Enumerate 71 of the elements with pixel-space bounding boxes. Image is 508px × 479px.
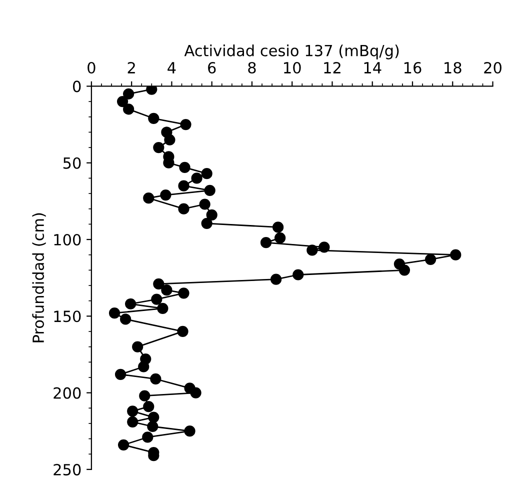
y-tick-label: 150 — [54, 310, 81, 322]
point — [191, 172, 202, 184]
point — [150, 373, 162, 385]
point — [318, 242, 330, 253]
point — [180, 118, 192, 130]
point — [138, 361, 150, 372]
point — [164, 134, 176, 146]
point — [184, 426, 196, 437]
point — [201, 168, 212, 180]
point — [125, 298, 136, 310]
point — [143, 192, 154, 204]
point — [157, 302, 168, 314]
point — [306, 244, 318, 256]
point — [108, 308, 120, 319]
point — [123, 88, 134, 100]
point — [398, 264, 410, 276]
point — [178, 180, 190, 192]
point — [114, 368, 126, 380]
point — [153, 278, 164, 290]
point — [260, 237, 272, 248]
point — [123, 104, 134, 115]
y-tick-label: 200 — [54, 387, 81, 399]
point — [118, 439, 130, 450]
y-tick-label: 250 — [54, 464, 81, 476]
x-tick-label: 6 — [208, 62, 216, 74]
point — [151, 294, 162, 305]
point — [204, 184, 216, 196]
x-tick-label: 14 — [364, 62, 382, 74]
point — [425, 254, 436, 265]
point — [292, 269, 304, 280]
x-tick-label: 16 — [404, 62, 422, 74]
x-tick-label: 0 — [88, 62, 96, 74]
point — [147, 420, 158, 432]
point — [199, 198, 210, 210]
point — [161, 284, 172, 296]
y-axis-title: Profundidad (cm) — [32, 213, 46, 342]
point — [116, 96, 128, 108]
x-tick-label: 4 — [168, 62, 176, 74]
point — [127, 416, 138, 428]
point — [206, 209, 218, 221]
point — [143, 401, 154, 412]
point — [178, 288, 190, 299]
y-tick-label: 0 — [73, 80, 81, 92]
x-axis-title: Actividad cesio 137 (mBq/g) — [184, 44, 399, 60]
point — [201, 218, 212, 229]
point — [153, 142, 164, 154]
x-tick-label: 20 — [484, 62, 502, 74]
point — [160, 189, 172, 201]
point — [148, 412, 160, 423]
point — [127, 406, 138, 417]
point — [272, 222, 284, 233]
point — [177, 326, 188, 338]
point — [179, 162, 190, 174]
x-tick-label: 2 — [128, 62, 135, 74]
x-tick-label: 10 — [284, 62, 301, 74]
point — [139, 390, 150, 402]
point — [450, 249, 462, 260]
x-tick-label: 8 — [248, 62, 256, 74]
y-tick-label: 50 — [63, 157, 81, 169]
point — [270, 274, 282, 285]
x-tick-label: 18 — [444, 62, 462, 74]
point — [274, 232, 286, 244]
point — [120, 314, 132, 325]
point — [146, 86, 158, 95]
point — [132, 341, 144, 352]
y-tick-label: 100 — [54, 234, 81, 246]
point — [190, 387, 202, 398]
point — [178, 203, 190, 214]
point — [148, 112, 160, 124]
point — [142, 432, 154, 443]
x-tick-label: 12 — [324, 62, 340, 74]
